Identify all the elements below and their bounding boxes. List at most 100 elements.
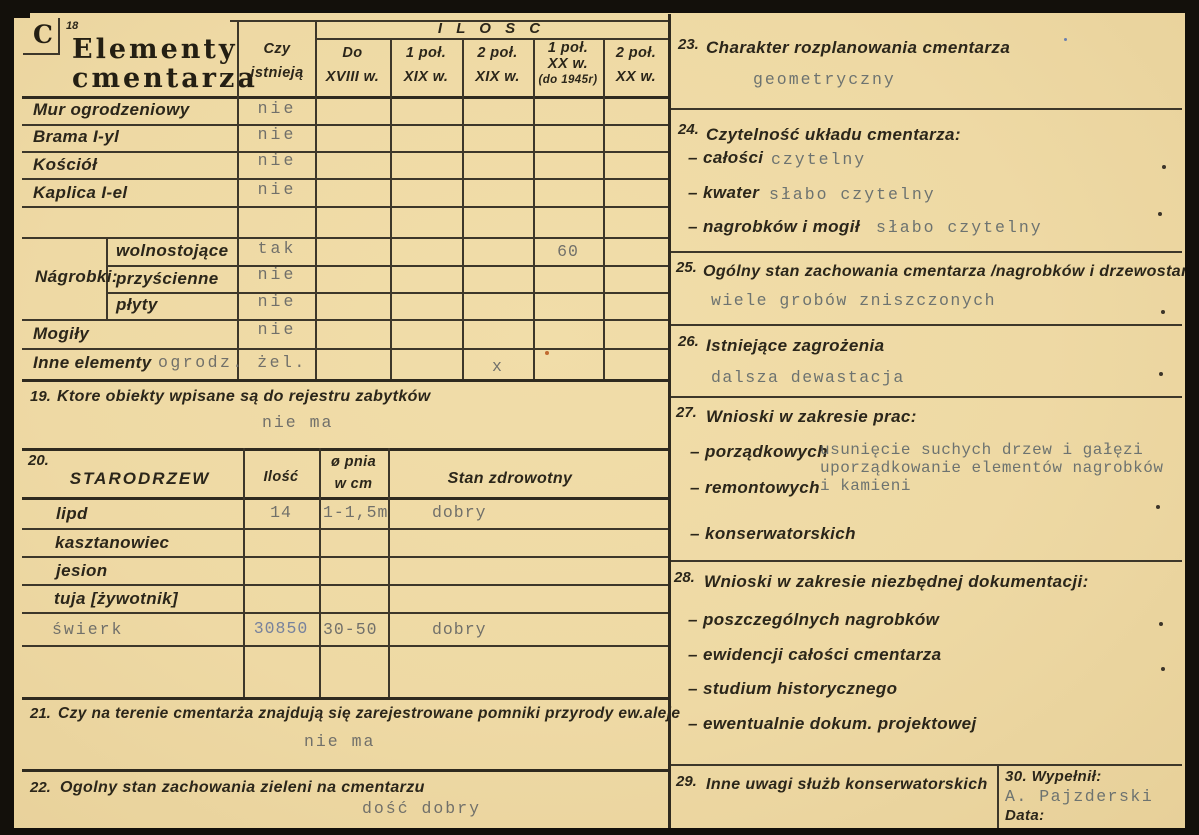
s27-item-label: – porządkowych xyxy=(690,442,828,461)
s25-answer: wiele grobów zniszczonych xyxy=(711,291,997,310)
s28-number: 28. xyxy=(674,569,695,586)
row-line xyxy=(22,151,668,153)
col-period1-l1: Do xyxy=(342,45,363,61)
column-line-exists xyxy=(237,20,239,379)
row-label: Mur ogrodzeniowy xyxy=(33,100,190,119)
health-value: dobry xyxy=(432,620,487,639)
s24-item-answer: słabo czytelny xyxy=(876,218,1043,237)
row-exists-value: nie xyxy=(257,125,297,144)
col-period4-l1: 1 poł. xyxy=(547,40,589,56)
row-line xyxy=(106,265,668,267)
col-exists-l1: Czy xyxy=(263,41,291,57)
scan-edge-left xyxy=(0,0,14,835)
s30-name-value: A. Pajzderski xyxy=(1005,787,1154,806)
species-label: jesion xyxy=(56,561,108,580)
starodrzew-bottom-line xyxy=(22,697,668,700)
q19-question: Ktore obiekty wpisane są do rejestru zab… xyxy=(57,388,431,405)
s28-item-label: – ewentualnie dokum. projektowej xyxy=(688,714,977,733)
col-period5-l1: 2 poł. xyxy=(615,45,657,61)
col-period2-l2: XIX w. xyxy=(403,69,449,85)
row-line xyxy=(22,612,668,614)
section-line xyxy=(671,396,1182,398)
q22-question: Ogolny stan zachowania zieleni na cmenta… xyxy=(60,779,425,796)
row-exists-value: nie xyxy=(257,320,297,339)
col-period5-l2: XX w. xyxy=(615,69,657,85)
col-dia-header-l1: ø pnia xyxy=(330,454,377,470)
paper-speck xyxy=(1159,372,1163,376)
s28-item-label: – studium historycznego xyxy=(688,679,898,698)
s30-date-label: Data: xyxy=(1005,807,1045,824)
card-title-line2: cmentarza xyxy=(72,63,258,94)
s24-item-answer: słabo czytelny xyxy=(769,185,936,204)
section-line xyxy=(671,764,1182,766)
column-line xyxy=(462,38,464,379)
nagrobki-group-label: Nágrobki: xyxy=(35,267,118,286)
paper-speck xyxy=(1161,667,1165,671)
card-paper xyxy=(13,12,1186,829)
row-label: Kościół xyxy=(33,155,98,174)
s28-item-label: – ewidencji całości cmentarza xyxy=(688,645,942,664)
row-line xyxy=(106,292,668,294)
table-bottom-line xyxy=(22,379,668,382)
paper-speck xyxy=(1159,622,1163,626)
column-line xyxy=(603,38,605,379)
s25-title: Ogólny stan zachowania cmentarza /nagrob… xyxy=(703,263,1198,281)
count-value: 60 xyxy=(557,242,579,261)
s30-label-text: Wypełnił: xyxy=(1031,768,1102,785)
section-line xyxy=(671,251,1182,253)
row-exists-value: nie xyxy=(257,265,297,284)
q21-question: Czy na terenie cmentarża znajdują się za… xyxy=(58,705,681,722)
col-exists-l2: istnieją xyxy=(250,65,304,81)
section-mark: C xyxy=(33,20,53,49)
starodrzew-header-line xyxy=(22,497,668,500)
row-exists-value: nie xyxy=(257,292,297,311)
s27-answer-line: i kamieni xyxy=(820,477,911,495)
row-line xyxy=(22,348,668,350)
scan-edge-top xyxy=(0,0,1199,13)
s27-title: Wnioski w zakresie prac: xyxy=(706,407,917,426)
s29-title: Inne uwagi służb konserwatorskich xyxy=(706,776,988,793)
col-period3-l1: 2 poł. xyxy=(477,45,518,61)
section-line xyxy=(671,560,1182,562)
s30-label: 30. Wypełnił: xyxy=(1005,768,1102,786)
dia-value: 30-50 xyxy=(323,620,378,639)
species-typed-label: świerk xyxy=(52,620,124,639)
nagrobki-sub-column-line xyxy=(106,237,108,319)
row-line xyxy=(22,237,668,239)
row-exists-value: tak xyxy=(257,239,297,258)
section-line xyxy=(671,324,1182,326)
scan-edge-bottom xyxy=(0,828,1199,835)
s24-item-answer: czytelny xyxy=(771,150,867,169)
inne-typed-value: ogrodz. żel. xyxy=(158,353,307,372)
column-line xyxy=(243,448,245,697)
paper-speck xyxy=(1156,505,1160,509)
q22-answer: dość dobry xyxy=(362,799,482,818)
s24-item-label: – całości xyxy=(688,148,764,167)
col-period3-l2: XIX w. xyxy=(475,69,520,85)
table-top-line xyxy=(230,20,668,22)
row-line xyxy=(22,178,668,180)
row-exists-value: nie xyxy=(257,180,297,199)
row-line xyxy=(22,584,668,586)
row-exists-value: nie xyxy=(257,99,297,118)
row-label: Mogiły xyxy=(33,324,90,343)
qty-value: 30850 xyxy=(253,619,309,638)
species-label: lipd xyxy=(56,504,88,523)
scan-edge-right xyxy=(1185,0,1199,835)
s29-number: 29. xyxy=(676,773,697,790)
row-label: Brama I-yl xyxy=(33,127,120,146)
q21-number: 21. xyxy=(30,705,51,722)
qty-value: 14 xyxy=(270,503,292,522)
s24-title: Czytelność układu cmentarza: xyxy=(706,125,961,144)
row-label: Kaplica I-el xyxy=(33,183,128,202)
col-period4-l2: XX w. xyxy=(547,56,589,72)
col-period1-l2: XVIII w. xyxy=(325,69,380,85)
col-period4-l3: (do 1945r) xyxy=(538,74,598,86)
column-line xyxy=(388,448,390,697)
species-label: tuja [żywotnik] xyxy=(54,589,179,608)
q19-number: 19. xyxy=(30,388,51,405)
inne-period-mark: x xyxy=(492,357,503,376)
s23-number: 23. xyxy=(678,36,699,53)
row-label: płyty xyxy=(116,295,158,314)
s23-answer: geometryczny xyxy=(753,70,896,89)
